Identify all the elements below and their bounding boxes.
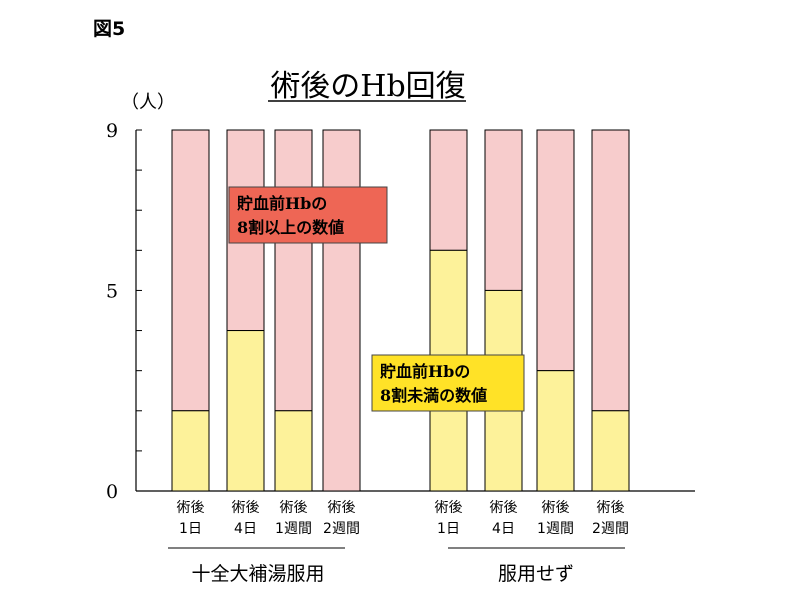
x-tick-label-line1: 術後 xyxy=(490,500,518,516)
annotation-box-upper xyxy=(228,186,388,244)
bar-upper xyxy=(429,129,468,251)
x-tick-label-line1: 術後 xyxy=(435,500,463,516)
bar-upper xyxy=(484,129,523,291)
x-tick-label-line1: 術後 xyxy=(280,500,308,516)
annotation-text-line2: 8割以上の数値 xyxy=(237,218,344,237)
x-tick-label-line1: 術後 xyxy=(232,500,260,516)
group-label: 服用せず xyxy=(498,563,574,585)
group-labels: 十全大補湯服用 服用せず xyxy=(168,547,625,585)
x-tick-label-line2: 2週間 xyxy=(592,521,629,537)
x-tick-label-line2: 4日 xyxy=(234,521,257,537)
x-tick-label-line1: 術後 xyxy=(177,500,205,516)
bar-upper xyxy=(274,129,313,412)
bar-upper xyxy=(536,129,575,372)
annotation-text-line1: 貯血前Hbの xyxy=(237,194,327,213)
x-tick-label-line2: 2週間 xyxy=(323,521,360,537)
bar-lower xyxy=(171,410,210,492)
group-label: 十全大補湯服用 xyxy=(191,563,324,585)
x-tick-label-line2: 1週間 xyxy=(275,521,312,537)
x-tick-label-line2: 1日 xyxy=(179,521,202,537)
bars xyxy=(171,129,630,492)
x-tick-label-line2: 1日 xyxy=(437,521,460,537)
annotation-box-lower xyxy=(371,354,525,412)
x-tick-label-line2: 4日 xyxy=(492,521,515,537)
y-tick-label: 5 xyxy=(106,280,118,302)
annotation-text-line2: 8割未満の数値 xyxy=(380,386,487,405)
x-tick-label-line1: 術後 xyxy=(542,500,570,516)
x-tick-label-line1: 術後 xyxy=(597,500,625,516)
x-tick-label-line1: 術後 xyxy=(328,500,356,516)
chart-title: 術後のHb回復 xyxy=(270,69,465,104)
bar-upper xyxy=(591,129,630,412)
annotation-text-line1: 貯血前Hbの xyxy=(380,362,470,381)
y-tick-label: 0 xyxy=(106,481,118,503)
bar-upper xyxy=(322,129,361,492)
bar-upper xyxy=(171,129,210,412)
bar-lower xyxy=(536,370,575,492)
bar-lower xyxy=(226,330,265,492)
y-axis-label: （人） xyxy=(121,92,175,113)
y-tick-label: 9 xyxy=(106,120,118,142)
figure-label: 図5 xyxy=(93,18,126,40)
bar-lower xyxy=(591,410,630,492)
bar-lower xyxy=(274,410,313,492)
x-tick-label-line2: 1週間 xyxy=(537,521,574,537)
